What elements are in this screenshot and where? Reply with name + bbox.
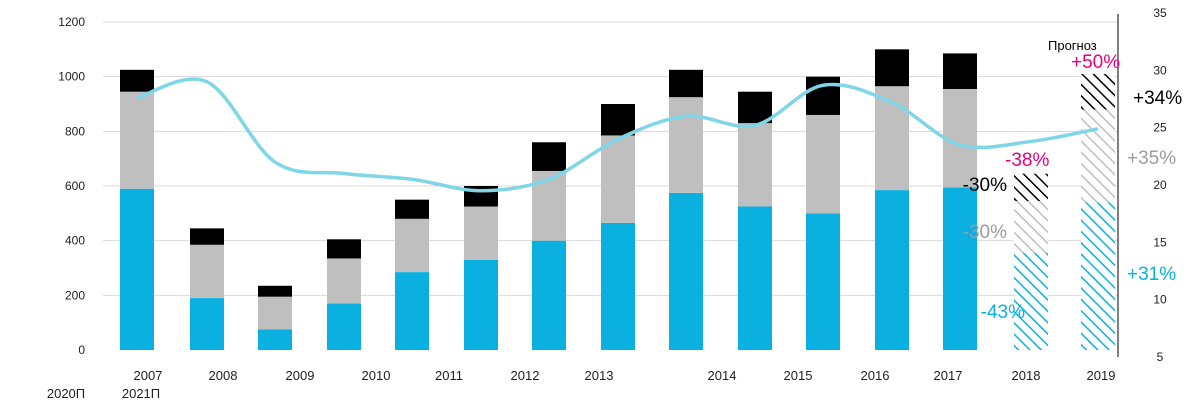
bar-segment-2011-1 xyxy=(395,218,429,273)
bar-segment-2011-2 xyxy=(395,199,429,219)
right-tick-label: 25 xyxy=(1153,121,1167,135)
bar-segment-2017-2 xyxy=(806,76,840,115)
bar-segment-2016-2 xyxy=(738,91,772,124)
bar-segment-2019-2 xyxy=(943,53,977,89)
x-tick-label: 2008 xyxy=(209,368,238,383)
x-tick-label: 2017 xyxy=(934,368,963,383)
trend-line xyxy=(136,77,1099,193)
x-tick-label: 2009 xyxy=(286,368,315,383)
bar-segment-2012-0 xyxy=(464,259,498,350)
x-tick-label: 2020П xyxy=(47,386,85,401)
bar-segment-2014-0 xyxy=(601,222,635,350)
annotation-a1-black: -30% xyxy=(963,175,1007,196)
bar-segment-2008-2 xyxy=(190,228,224,245)
x-tick-label: 2007 xyxy=(134,368,163,383)
bar-segment-2020П-0 xyxy=(1014,252,1048,350)
bar-segment-2014-1 xyxy=(601,135,635,223)
x-tick-label: 2021П xyxy=(122,386,160,401)
x-tick-label: 2014 xyxy=(708,368,737,383)
bar-segment-2010-0 xyxy=(327,303,361,350)
bar-segment-2020П-1 xyxy=(1014,201,1048,253)
right-tick-label: 20 xyxy=(1153,178,1167,192)
left-tick-label: 800 xyxy=(65,124,85,138)
annotation-a1-blue: -43% xyxy=(981,302,1025,323)
left-tick-label: 600 xyxy=(65,179,85,193)
right-y-axis: 5 10 15 20 25 30 35 xyxy=(1117,6,1167,364)
bar-segment-2010-2 xyxy=(327,239,361,259)
bar-segment-2013-0 xyxy=(532,240,566,350)
bar-segment-2009-2 xyxy=(258,285,292,297)
bar-segment-2015-2 xyxy=(669,69,703,98)
bar-segment-2016-1 xyxy=(738,123,772,207)
bar-segment-2021П-2 xyxy=(1081,73,1115,110)
x-axis-labels: 2007 2008 2009 2010 2011 2012 2013 2014 2015 2016… xyxy=(47,368,1116,401)
bar-segment-2021П-0 xyxy=(1081,202,1115,350)
annotation-a1-gray: -30% xyxy=(963,222,1007,243)
left-tick-label: 0 xyxy=(78,343,85,357)
bar-segment-2009-1 xyxy=(258,296,292,330)
bar-segment-2019-1 xyxy=(943,88,977,188)
x-tick-label: 2015 xyxy=(784,368,813,383)
bar-segment-2017-0 xyxy=(806,213,840,350)
bar-segment-2012-1 xyxy=(464,206,498,260)
x-tick-label: 2013 xyxy=(585,368,614,383)
bar-segment-2015-1 xyxy=(669,97,703,193)
right-tick-label: 35 xyxy=(1153,6,1167,20)
left-tick-label: 400 xyxy=(65,234,85,248)
annotation-a2-black: +34% xyxy=(1133,88,1182,109)
left-y-axis: 0 200 400 600 800 1000 1200 xyxy=(58,15,85,357)
x-tick-label: 2012 xyxy=(511,368,540,383)
left-tick-label: 200 xyxy=(65,288,85,302)
right-tick-label: 15 xyxy=(1153,235,1167,249)
bar-segment-2011-0 xyxy=(395,272,429,350)
bars xyxy=(120,49,1115,350)
right-tick-label: 10 xyxy=(1153,293,1167,307)
line-series xyxy=(136,77,1099,193)
bar-segment-2018-0 xyxy=(875,190,909,350)
bar-segment-2009-0 xyxy=(258,329,292,350)
right-tick-label: 5 xyxy=(1157,350,1164,364)
bar-segment-2015-0 xyxy=(669,192,703,350)
bar-segment-2007-1 xyxy=(120,91,154,189)
left-tick-label: 1000 xyxy=(58,70,85,84)
bar-segment-2018-2 xyxy=(875,49,909,87)
annotation-a1-pink: -38% xyxy=(1005,150,1049,171)
right-tick-label: 30 xyxy=(1153,63,1167,77)
annotation-a2-pink: +50% xyxy=(1071,52,1120,73)
x-tick-label: 2010 xyxy=(362,368,391,383)
annotation-a2-blue: +31% xyxy=(1127,264,1176,285)
bar-segment-2010-1 xyxy=(327,258,361,304)
bar-segment-2016-0 xyxy=(738,206,772,350)
x-tick-label: 2018 xyxy=(1012,368,1041,383)
left-tick-label: 1200 xyxy=(58,15,85,29)
x-tick-label: 2011 xyxy=(435,368,463,383)
annotations: Прогноз -30% -38% -30% -43% +50% +34% +3… xyxy=(963,38,1183,323)
bar-segment-2020П-2 xyxy=(1014,173,1048,202)
bar-segment-2013-2 xyxy=(532,142,566,171)
bar-segment-2007-0 xyxy=(120,188,154,350)
x-tick-label: 2019 xyxy=(1087,368,1116,383)
bar-segment-2021П-1 xyxy=(1081,109,1115,203)
bar-segment-2017-1 xyxy=(806,114,840,214)
bar-segment-2014-2 xyxy=(601,104,635,136)
x-tick-label: 2016 xyxy=(861,368,890,383)
bar-segment-2008-1 xyxy=(190,244,224,299)
bar-segment-2019-0 xyxy=(943,187,977,350)
bar-segment-2008-0 xyxy=(190,298,224,350)
bar-segment-2007-2 xyxy=(120,69,154,92)
annotation-a2-gray: +35% xyxy=(1127,148,1176,169)
forecast-label: Прогноз xyxy=(1048,38,1097,53)
